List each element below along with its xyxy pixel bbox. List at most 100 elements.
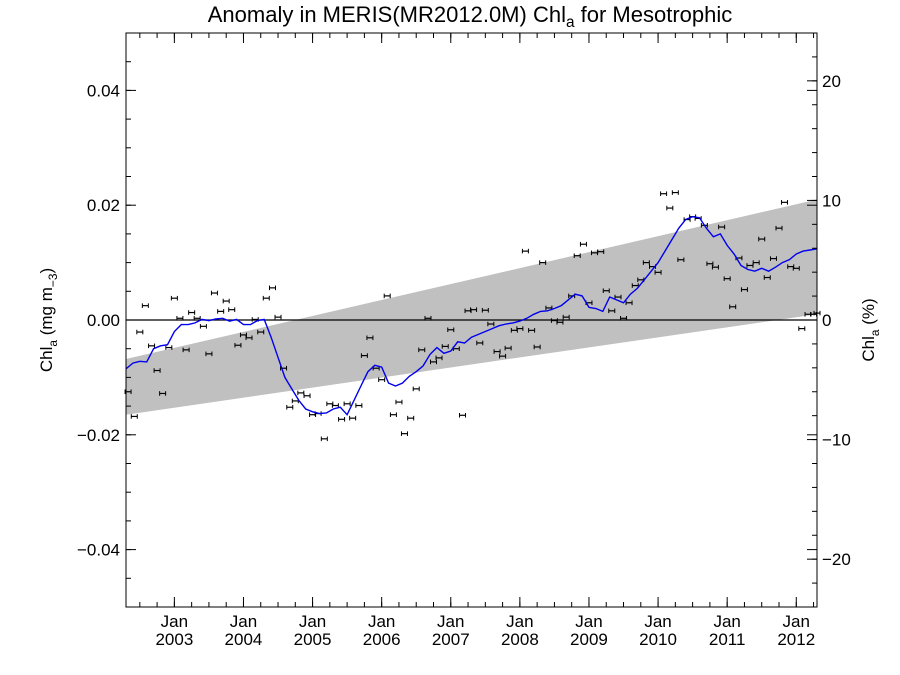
data-point <box>395 399 403 405</box>
x-tick-month: Jan <box>161 612 188 631</box>
data-point <box>141 303 149 308</box>
x-tick-year: 2012 <box>777 630 815 649</box>
data-point <box>245 335 253 341</box>
data-point <box>671 190 679 195</box>
data-point <box>763 275 771 280</box>
data-point <box>355 403 363 408</box>
y-axis-label-right: Chla (%) <box>859 298 882 361</box>
data-point <box>274 314 282 320</box>
data-point <box>620 315 628 321</box>
data-point <box>556 320 564 325</box>
data-point <box>389 412 397 418</box>
data-point <box>378 377 386 382</box>
data-point <box>573 253 581 259</box>
data-point <box>176 315 184 321</box>
data-point <box>677 257 685 263</box>
x-tick-year: 2007 <box>432 630 470 649</box>
data-point <box>504 345 512 351</box>
x-tick-month: Jan <box>299 612 326 631</box>
data-point <box>182 347 190 353</box>
data-point <box>366 335 374 341</box>
left-tick-label: −0.04 <box>77 541 120 560</box>
data-point <box>597 249 605 254</box>
data-point <box>481 307 489 313</box>
data-point <box>602 288 610 294</box>
x-tick-month: Jan <box>506 612 533 631</box>
data-point <box>740 287 748 292</box>
smoothed-line-layer <box>125 215 818 416</box>
data-point <box>711 264 719 270</box>
data-point <box>459 412 467 418</box>
data-point <box>470 307 478 312</box>
data-point <box>447 327 455 333</box>
x-tick-year: 2005 <box>294 630 332 649</box>
data-point <box>752 260 760 265</box>
data-point <box>625 300 633 306</box>
smoothed-line <box>125 215 818 416</box>
monthly-points-layer <box>124 190 821 442</box>
x-tick-month: Jan <box>713 612 740 631</box>
data-point <box>210 290 218 296</box>
data-point <box>642 260 650 265</box>
x-tick-month: Jan <box>575 612 602 631</box>
data-point <box>441 344 449 349</box>
data-point <box>400 431 408 436</box>
data-point <box>228 307 236 312</box>
x-tick-year: 2008 <box>501 630 539 649</box>
x-tick-year: 2003 <box>155 630 193 649</box>
data-point <box>528 328 536 333</box>
data-point <box>487 321 495 327</box>
x-tick-month: Jan <box>437 612 464 631</box>
data-point <box>579 241 587 247</box>
data-point <box>429 359 437 365</box>
data-point <box>533 344 541 350</box>
data-point <box>303 393 311 399</box>
data-point <box>130 414 138 419</box>
left-tick-label: 0.04 <box>87 81 120 100</box>
x-tick-year: 2004 <box>225 630 263 649</box>
left-tick-label: −0.02 <box>77 426 120 445</box>
x-tick-month: Jan <box>644 612 671 631</box>
right-tick-label: −20 <box>822 550 851 569</box>
data-point <box>165 345 173 350</box>
data-point <box>234 342 242 348</box>
data-point <box>775 225 783 231</box>
data-point <box>792 266 800 271</box>
data-point <box>718 224 726 230</box>
data-point <box>222 298 230 304</box>
data-point <box>148 343 156 349</box>
data-point <box>769 256 777 261</box>
data-point <box>217 309 225 314</box>
data-point <box>286 404 294 410</box>
data-point <box>424 315 432 321</box>
data-point <box>188 310 196 315</box>
data-point <box>360 353 368 358</box>
data-point <box>383 293 391 299</box>
x-tick-month: Jan <box>230 612 257 631</box>
data-point <box>723 276 731 281</box>
x-tick-month: Jan <box>783 612 810 631</box>
data-point <box>257 329 265 335</box>
data-point <box>320 436 328 442</box>
data-point <box>297 390 305 396</box>
data-point <box>729 304 737 310</box>
right-tick-label: −10 <box>822 431 851 450</box>
data-point <box>516 326 524 331</box>
data-point <box>493 349 501 354</box>
right-tick-label: 20 <box>822 72 841 91</box>
left-tick-label: 0.02 <box>87 196 120 215</box>
data-point <box>660 191 668 197</box>
data-point <box>338 417 346 422</box>
data-point <box>758 236 766 242</box>
data-point <box>476 340 484 346</box>
data-point <box>199 324 207 329</box>
data-point <box>666 205 674 211</box>
x-tick-month: Jan <box>368 612 395 631</box>
data-point <box>418 347 426 353</box>
data-point <box>562 314 570 320</box>
data-point <box>343 401 351 407</box>
data-point <box>435 355 443 361</box>
left-tick-label: 0.00 <box>87 311 120 330</box>
data-point <box>654 270 662 275</box>
